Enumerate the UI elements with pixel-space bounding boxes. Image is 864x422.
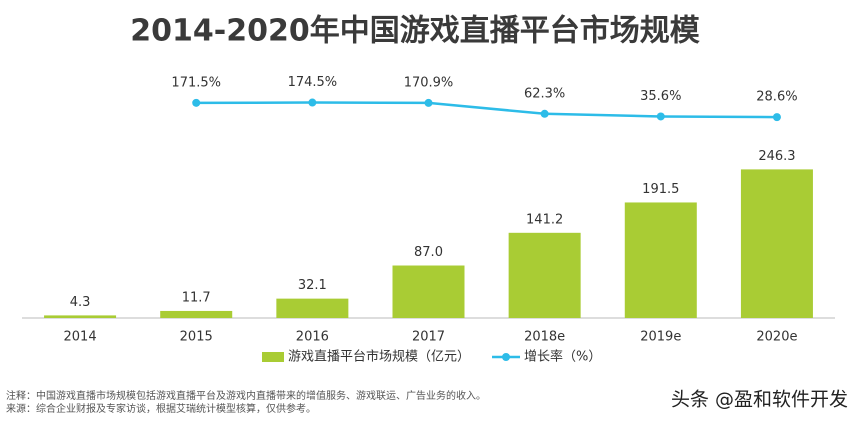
line-point [308, 98, 317, 107]
x-tick-label: 2017 [412, 330, 445, 345]
legend-swatch [502, 353, 511, 361]
note: 注释：中国游戏直播市场规模包括游戏直播平台及游戏内直播带来的增值服务、游戏联运、… [6, 389, 486, 402]
bar [276, 298, 349, 318]
line-point [772, 113, 781, 122]
value-label: 4.3 [70, 295, 91, 310]
legend-label: 游戏直播平台市场规模（亿元） [288, 349, 470, 365]
value-label: 32.1 [298, 278, 327, 293]
watermark: 头条 @盈和软件开发 [671, 389, 848, 411]
line-point [656, 112, 665, 121]
x-tick-label: 2020e [756, 330, 797, 345]
value-label: 174.5% [288, 75, 338, 90]
line-point [424, 98, 433, 107]
bar [740, 169, 813, 318]
line-point [540, 109, 549, 118]
x-tick-label: 2015 [180, 330, 213, 345]
bar [44, 315, 117, 318]
value-label: 35.6% [640, 89, 681, 104]
value-label: 141.2 [526, 212, 563, 227]
value-label: 170.9% [404, 75, 454, 90]
value-label: 11.7 [182, 290, 211, 305]
legend-label: 增长率（%） [524, 349, 601, 365]
x-tick-label: 2016 [296, 330, 329, 345]
value-label: 28.6% [756, 90, 797, 105]
x-tick-label: 2018e [524, 330, 565, 345]
bar [160, 310, 233, 318]
x-tick-label: 2019e [640, 330, 681, 345]
legend-swatch [262, 352, 284, 362]
line [196, 101, 777, 119]
bar [392, 265, 465, 318]
x-tick-label: 2014 [64, 330, 97, 345]
note: 来源：综合企业财报及专家访谈，根据艾瑞统计模型核算，仅供参考。 [6, 402, 316, 415]
value-label: 62.3% [524, 86, 565, 101]
value-label: 87.0 [414, 245, 443, 260]
bar [624, 202, 697, 318]
line-point [192, 98, 201, 107]
value-label: 171.5% [171, 75, 221, 90]
value-label: 191.5 [642, 182, 679, 197]
bar [508, 232, 581, 318]
chart-title: 2014-2020年中国游戏直播平台市场规模 [130, 14, 699, 49]
value-label: 246.3 [758, 149, 795, 164]
